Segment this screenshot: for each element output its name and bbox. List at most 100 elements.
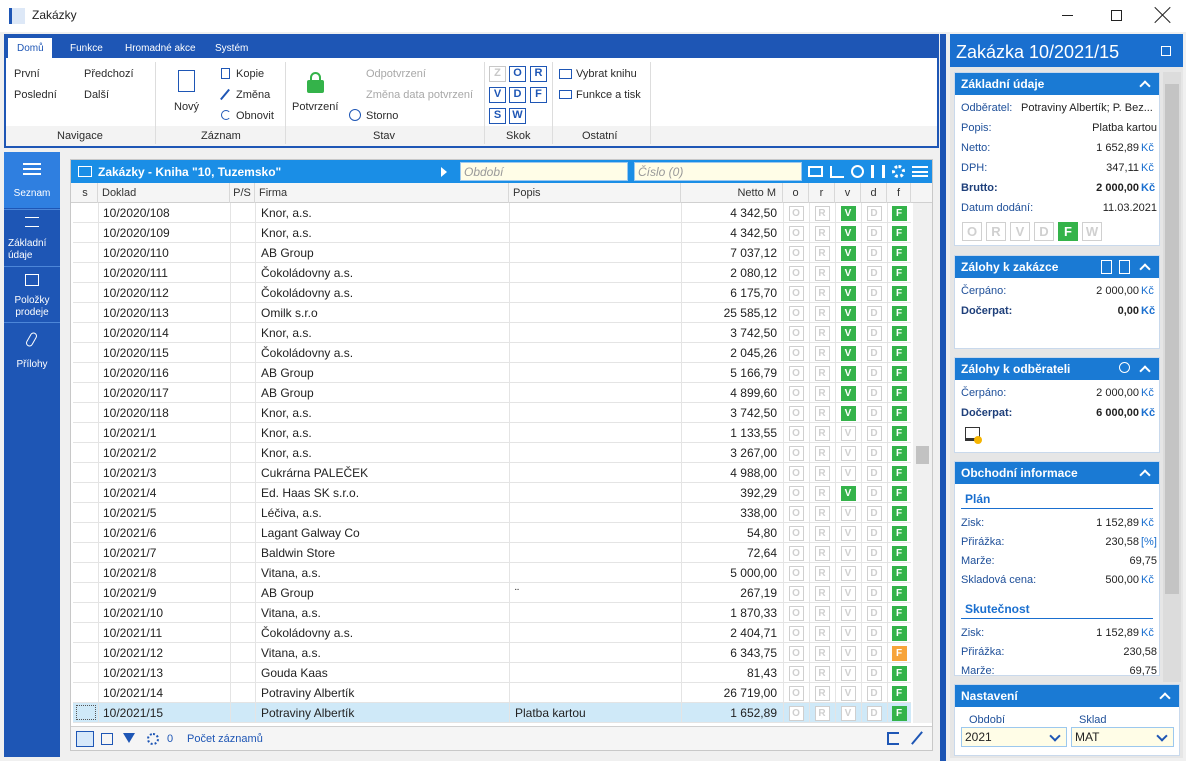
jump-button[interactable]: F bbox=[530, 87, 547, 103]
doc-button[interactable] bbox=[1119, 260, 1130, 274]
print-button[interactable] bbox=[808, 166, 823, 177]
grid-row[interactable]: 10/2021/11 Čokoládovny a.s. 2 404,71 O R V D F bbox=[73, 623, 911, 643]
note-icon[interactable] bbox=[965, 427, 980, 441]
menu-button[interactable] bbox=[912, 166, 928, 177]
collapse-button[interactable] bbox=[1159, 692, 1171, 704]
popout-button[interactable] bbox=[1161, 46, 1171, 56]
jump-button[interactable]: V bbox=[489, 87, 506, 103]
period-input[interactable]: Období bbox=[460, 162, 628, 181]
collapse-button[interactable] bbox=[1139, 469, 1151, 481]
grid-row[interactable]: 10/2021/2 Knor, a.s. 3 267,00 O R V D F bbox=[73, 443, 911, 463]
collapse-button[interactable] bbox=[1139, 263, 1151, 275]
filter-button[interactable] bbox=[123, 733, 135, 743]
sidebar-item[interactable]: Položky prodeje bbox=[14, 295, 50, 318]
grid-row[interactable]: 10/2020/113 Omilk s.r.o 25 585,12 O R V D F bbox=[73, 303, 911, 323]
ribbon-button[interactable]: První bbox=[14, 68, 40, 80]
section-header[interactable]: Obchodní informace bbox=[955, 462, 1159, 484]
tools-button[interactable] bbox=[851, 165, 864, 178]
grid-row[interactable]: 10/2021/3 Cukrárna PALEČEK 4 988,00 O R V D F bbox=[73, 463, 911, 483]
column-header[interactable]: Firma bbox=[255, 183, 509, 203]
column-header[interactable]: r bbox=[809, 183, 835, 203]
grid-row[interactable]: 10/2021/14 Potraviny Albertík 26 719,00 O R V… bbox=[73, 683, 911, 703]
sidebar-item-active[interactable] bbox=[4, 152, 60, 208]
snowflake-button[interactable] bbox=[147, 733, 159, 745]
section-header[interactable]: Základní údaje bbox=[955, 73, 1159, 95]
grid-row[interactable]: 10/2021/6 Lagant Galway Co 54,80 O R V D F bbox=[73, 523, 911, 543]
grid-row[interactable]: 10/2021/12 Vitana, a.s. 6 343,75 O R V D F bbox=[73, 643, 911, 663]
ribbon-tab[interactable]: Domů bbox=[17, 43, 44, 54]
dropdown-button[interactable] bbox=[1156, 730, 1168, 742]
grid-row[interactable]: 10/2021/10 Vitana, a.s. 1 870,33 O R V D F bbox=[73, 603, 911, 623]
grid-row[interactable]: 10/2021/4 Ed. Haas SK s.r.o. 392,29 O R V D F bbox=[73, 483, 911, 503]
grid-row[interactable]: 10/2021/5 Léčiva, a.s. 338,00 O R V D F bbox=[73, 503, 911, 523]
grid-row[interactable]: 10/2021/13 Gouda Kaas 81,43 O R V D F bbox=[73, 663, 911, 683]
jump-button[interactable]: R bbox=[530, 66, 547, 82]
grid-row[interactable]: 10/2020/117 AB Group 4 899,60 O R V D F bbox=[73, 383, 911, 403]
ribbon-tab[interactable]: Systém bbox=[215, 43, 249, 54]
column-header[interactable]: v bbox=[835, 183, 861, 203]
ribbon-button[interactable]: Vybrat knihu bbox=[576, 68, 637, 80]
settings-button[interactable] bbox=[892, 165, 905, 178]
grid-row[interactable]: 10/2020/118 Knor, a.s. 3 742,50 O R V D F bbox=[73, 403, 911, 423]
record-count-button[interactable]: Počet záznamů bbox=[187, 733, 263, 745]
column-header[interactable]: d bbox=[861, 183, 887, 203]
column-header[interactable]: Netto M bbox=[681, 183, 783, 203]
ribbon-tab[interactable]: Hromadné akce bbox=[125, 43, 196, 54]
column-header[interactable]: Doklad bbox=[98, 183, 230, 203]
jump-button[interactable]: O bbox=[509, 66, 526, 82]
jump-button[interactable]: W bbox=[509, 108, 526, 124]
sum-button[interactable] bbox=[887, 732, 899, 745]
grid-row[interactable]: 10/2020/111 Čokoládovny a.s. 2 080,12 O R V D F bbox=[73, 263, 911, 283]
ribbon-button[interactable]: Kopie bbox=[236, 68, 265, 80]
jump-button[interactable]: D bbox=[509, 87, 526, 103]
calendar-button[interactable] bbox=[101, 733, 113, 745]
grid-row[interactable]: 10/2020/110 AB Group 7 037,12 O R V D F bbox=[73, 243, 911, 263]
column-header[interactable]: Popis bbox=[509, 183, 681, 203]
number-input[interactable]: Číslo (0) bbox=[634, 162, 802, 181]
jump-button[interactable]: S bbox=[489, 108, 506, 124]
dropdown-button[interactable] bbox=[1049, 730, 1061, 742]
maximize-button[interactable] bbox=[1111, 10, 1122, 21]
grid-row[interactable]: 10/2021/15 Potraviny Albertík Platba karto… bbox=[73, 703, 911, 723]
scrollbar-thumb[interactable] bbox=[916, 446, 929, 464]
grid-row[interactable]: 10/2020/108 Knor, a.s. 4 342,50 O R V D F bbox=[73, 203, 911, 223]
grid-row[interactable]: 10/2020/109 Knor, a.s. 4 342,50 O R V D F bbox=[73, 223, 911, 243]
section-header[interactable]: Zálohy k odběrateli bbox=[955, 358, 1159, 380]
ribbon-button[interactable]: Obnovit bbox=[236, 110, 274, 122]
ribbon-button[interactable]: Nový bbox=[174, 101, 200, 113]
ribbon-button[interactable]: Storno bbox=[366, 110, 399, 122]
ribbon-button[interactable]: Změna bbox=[236, 89, 271, 101]
detail-scrollbar-thumb[interactable] bbox=[1165, 84, 1179, 594]
edit-button[interactable] bbox=[911, 731, 923, 745]
section-header[interactable]: Nastavení bbox=[955, 685, 1179, 707]
input-field[interactable]: 2021 bbox=[961, 727, 1067, 747]
sidebar-item[interactable]: Přílohy bbox=[16, 359, 48, 370]
grid-row[interactable]: 10/2021/9 AB Group ¨ 267,19 O R V D F bbox=[73, 583, 911, 603]
ribbon-button[interactable]: Funkce a tisk bbox=[576, 89, 641, 101]
grid-row[interactable]: 10/2021/1 Knor, a.s. 1 133,55 O R V D F bbox=[73, 423, 911, 443]
section-header[interactable]: Zálohy k zakázce bbox=[955, 256, 1159, 278]
column-header[interactable]: s bbox=[73, 183, 98, 203]
grid-row[interactable]: 10/2021/8 Vitana, a.s. 5 000,00 O R V D F bbox=[73, 563, 911, 583]
barcode-button[interactable] bbox=[871, 165, 885, 178]
sidebar-item[interactable]: Základní údaje bbox=[8, 238, 47, 261]
ribbon-button[interactable]: Potvrzení bbox=[292, 101, 339, 113]
input-field[interactable]: MAT bbox=[1071, 727, 1174, 747]
grid-row[interactable]: 10/2021/7 Baldwin Store 72,64 O R V D F bbox=[73, 543, 911, 563]
ribbon-button[interactable]: Předchozí bbox=[84, 68, 134, 80]
customer-button[interactable] bbox=[1119, 362, 1130, 373]
tab-active[interactable] bbox=[8, 38, 52, 59]
grid-row[interactable]: 10/2020/115 Čokoládovny a.s. 2 045,26 O R V D F bbox=[73, 343, 911, 363]
minimize-button[interactable] bbox=[1062, 15, 1073, 16]
dropdown-arrow[interactable] bbox=[441, 167, 447, 177]
ribbon-tab[interactable]: Funkce bbox=[70, 43, 103, 54]
column-header[interactable]: f bbox=[887, 183, 911, 203]
grid-row[interactable]: 10/2020/114 Knor, a.s. 3 742,50 O R V D F bbox=[73, 323, 911, 343]
column-header[interactable]: o bbox=[783, 183, 809, 203]
ribbon-button[interactable]: Poslední bbox=[14, 89, 57, 101]
doc-button[interactable] bbox=[1101, 260, 1112, 274]
grid-row[interactable]: 10/2020/116 AB Group 5 166,79 O R V D F bbox=[73, 363, 911, 383]
sidebar-item[interactable]: Seznam bbox=[13, 188, 51, 199]
collapse-button[interactable] bbox=[1139, 365, 1151, 377]
book-button[interactable] bbox=[76, 731, 94, 747]
